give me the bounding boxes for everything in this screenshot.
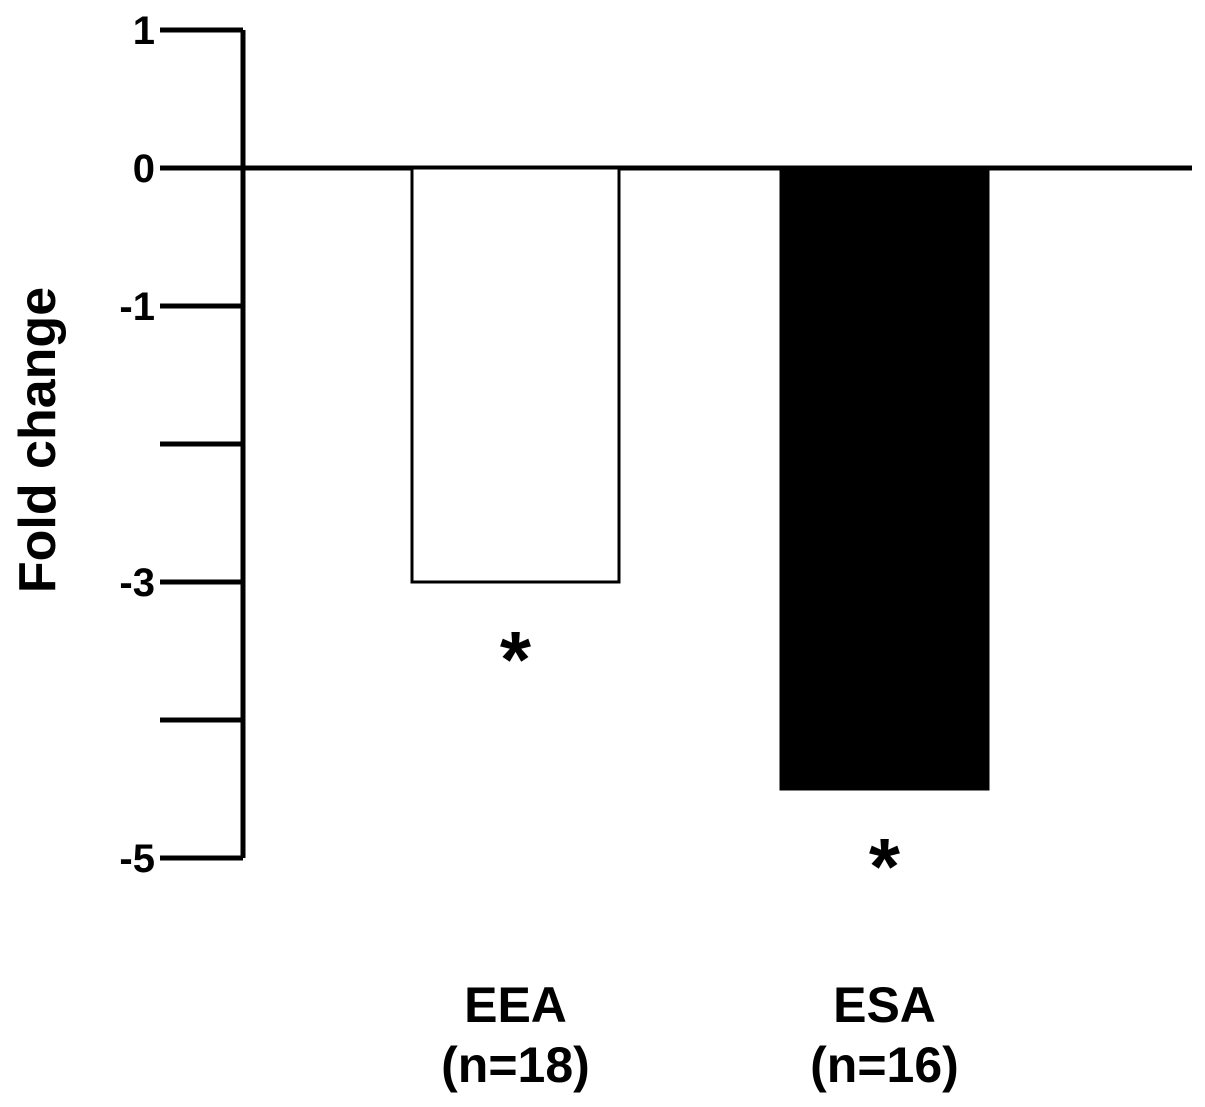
y-tick-label: 0	[133, 147, 155, 191]
x-category-sample-size: (n=16)	[810, 1037, 959, 1093]
bars	[410, 166, 990, 791]
y-ticks: 1 0 -1 -3 -5	[119, 9, 243, 881]
significance-markers: **	[500, 615, 901, 911]
y-tick-label: -3	[119, 561, 155, 605]
y-tick-label: -5	[119, 837, 155, 881]
y-axis-title: Fold change	[9, 287, 67, 593]
y-tick-label: 1	[133, 9, 155, 53]
bar-esa	[779, 166, 990, 791]
bar-eea	[410, 166, 621, 584]
category-labels: EEA(n=18) ESA(n=16)	[441, 977, 959, 1093]
x-category-label: ESA	[833, 977, 936, 1033]
x-category-label: EEA	[464, 977, 567, 1033]
y-tick-label: -1	[119, 285, 155, 329]
significance-asterisk: *	[869, 822, 901, 911]
x-category-sample-size: (n=18)	[441, 1037, 590, 1093]
significance-asterisk: *	[500, 615, 532, 704]
